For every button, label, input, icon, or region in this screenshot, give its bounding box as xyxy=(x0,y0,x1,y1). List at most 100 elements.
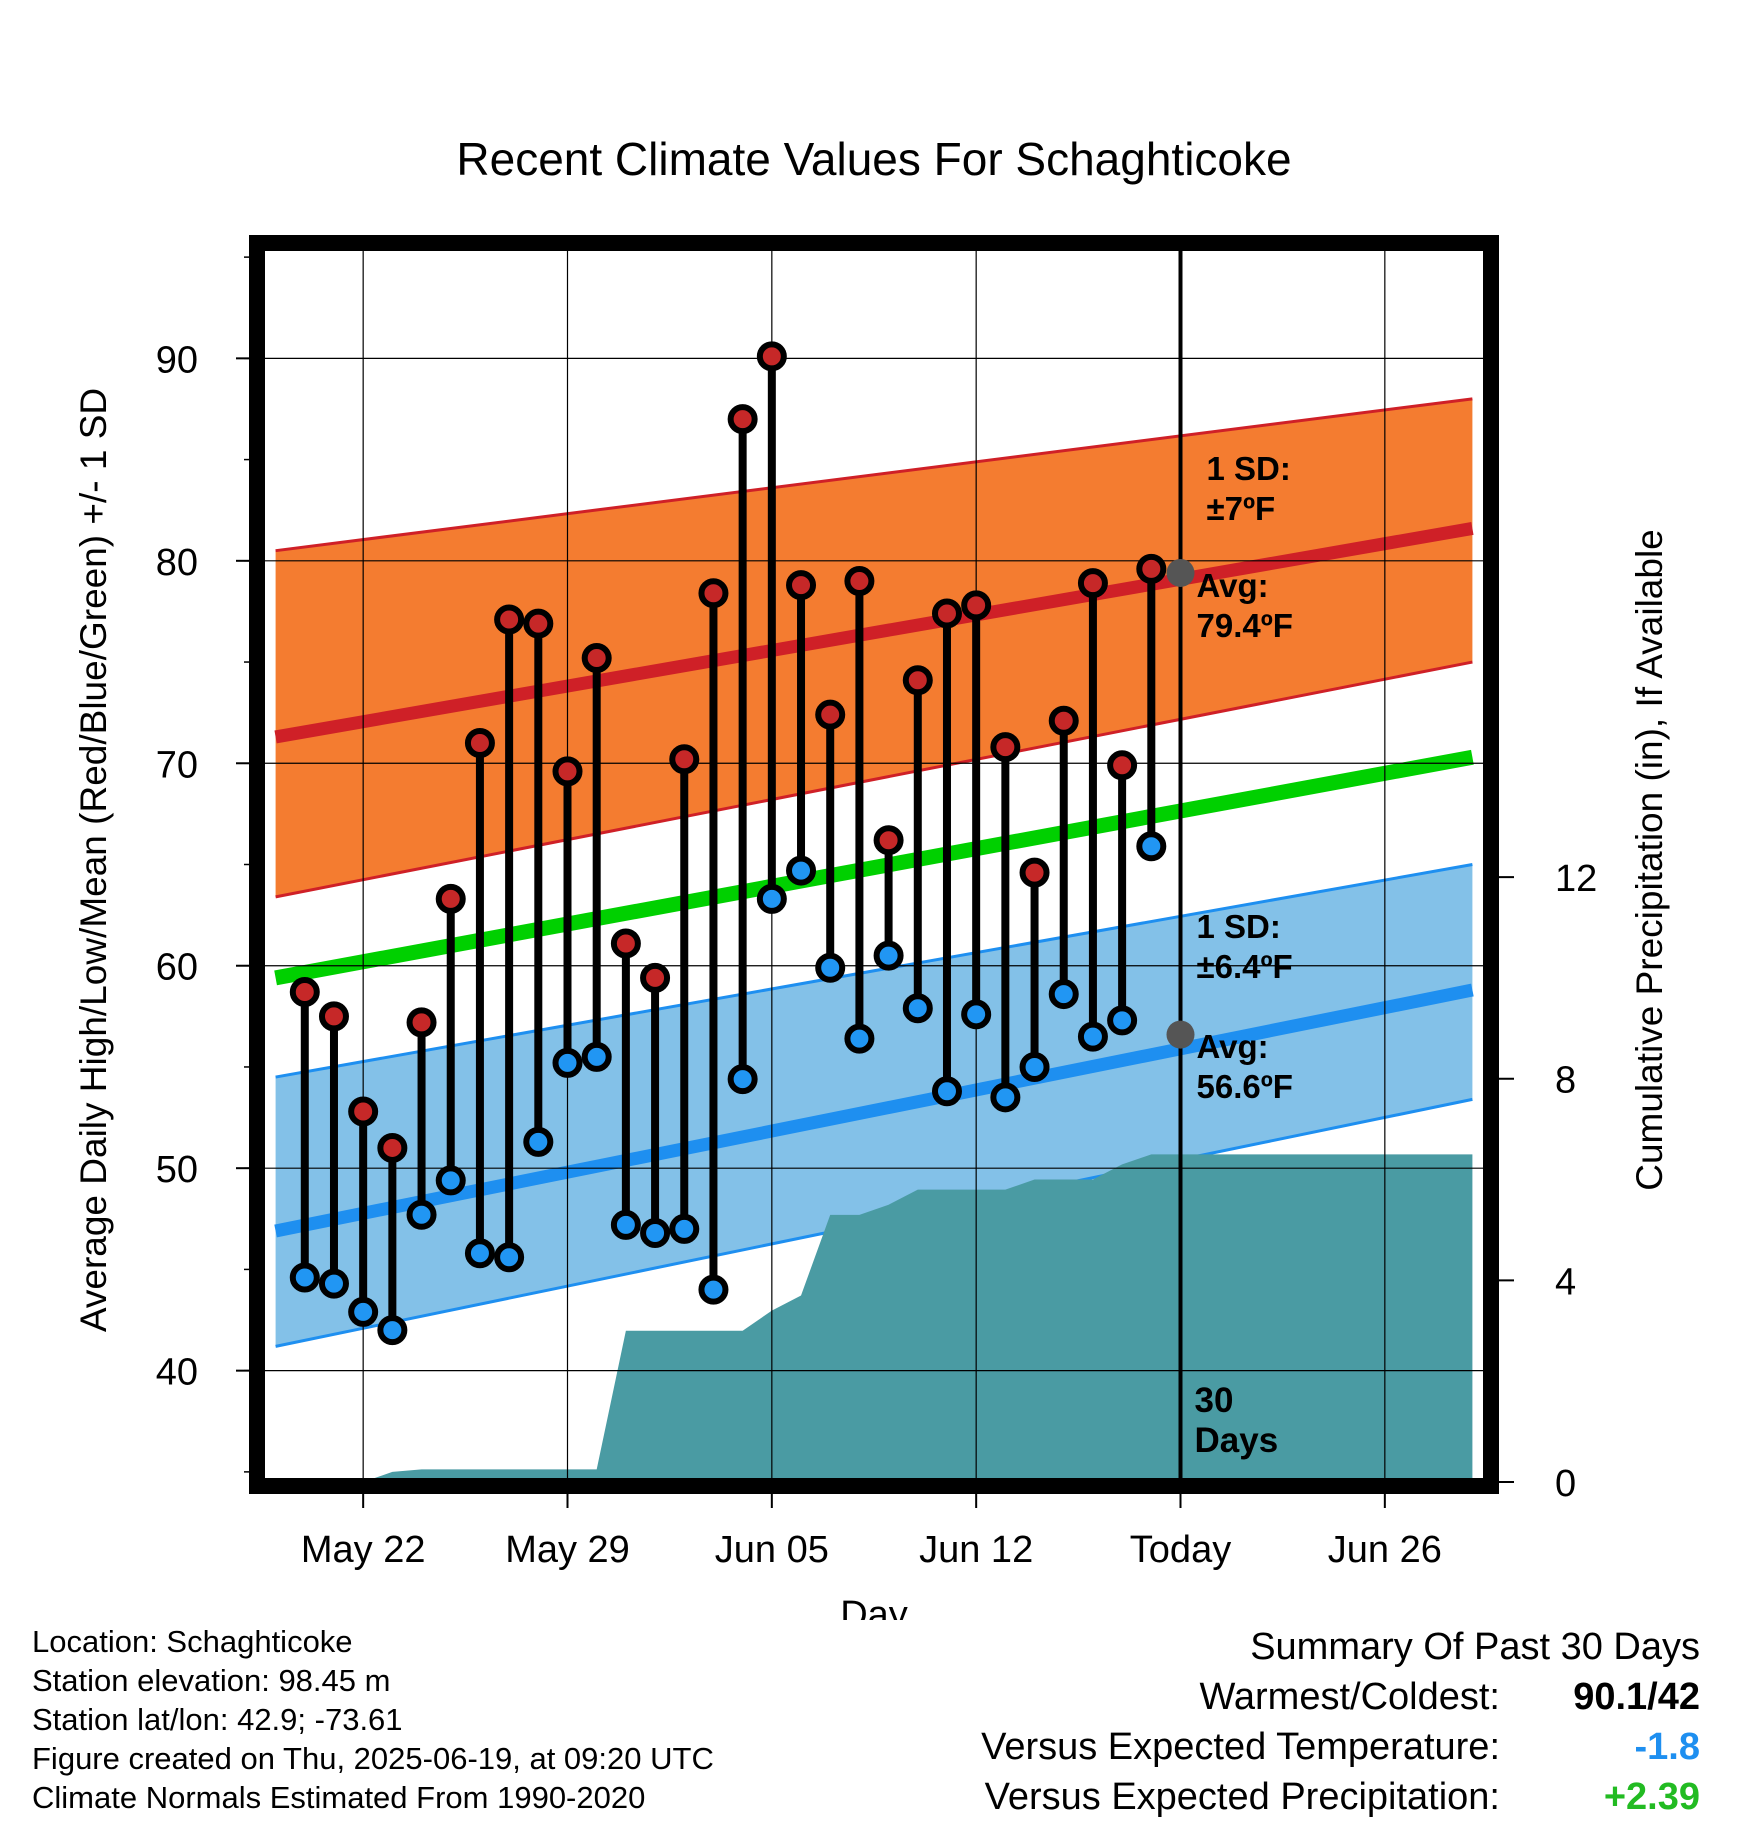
y-tick-label: 90 xyxy=(156,339,198,381)
x-axis-label: Day xyxy=(840,1594,908,1620)
high-marker xyxy=(435,883,466,914)
y2-tick-label: 4 xyxy=(1555,1261,1576,1303)
summary-panel: Summary Of Past 30 Days Warmest/Coldest:… xyxy=(800,1622,1700,1822)
low-marker xyxy=(844,1023,875,1054)
high-marker xyxy=(727,404,758,435)
y2-tick-label: 12 xyxy=(1555,858,1597,900)
low-sd-band-upper-edge xyxy=(275,863,1473,1079)
high-marker xyxy=(990,732,1021,763)
high-marker xyxy=(844,566,875,597)
x-tick-label: May 29 xyxy=(505,1529,630,1571)
y2-axis-label: Cumulative Precipitation (in), If Availa… xyxy=(1629,529,1670,1191)
high-marker xyxy=(786,570,817,601)
high-marker xyxy=(552,756,583,787)
high-marker xyxy=(1136,553,1167,584)
low-marker xyxy=(289,1262,320,1293)
low-marker xyxy=(669,1213,700,1244)
low-marker xyxy=(318,1268,349,1299)
low-marker xyxy=(435,1165,466,1196)
low-marker xyxy=(1019,1051,1050,1082)
high-sd-label: 1 SD: xyxy=(1207,450,1291,487)
high-avg-value: 79.4ºF xyxy=(1197,607,1293,644)
x-tick-label: Jun 05 xyxy=(715,1529,829,1571)
x-tick-label: Jun 26 xyxy=(1328,1529,1442,1571)
created-text: Figure created on Thu, 2025-06-19, at 09… xyxy=(32,1741,714,1776)
high-marker xyxy=(1077,568,1108,599)
high-marker xyxy=(289,977,320,1008)
high-marker xyxy=(669,744,700,775)
low-marker xyxy=(523,1126,554,1157)
high-marker xyxy=(464,728,495,759)
high-marker xyxy=(1048,705,1079,736)
high-marker xyxy=(348,1096,379,1127)
high-marker xyxy=(1107,750,1138,781)
x-tick-label: Jun 12 xyxy=(919,1529,1033,1571)
low-marker xyxy=(786,855,817,886)
low-marker xyxy=(464,1238,495,1269)
y-tick-label: 50 xyxy=(156,1149,198,1191)
low-marker xyxy=(902,993,933,1024)
high-marker xyxy=(698,578,729,609)
high-marker xyxy=(873,825,904,856)
y-tick-label: 80 xyxy=(156,542,198,584)
low-marker xyxy=(377,1315,408,1346)
low-marker xyxy=(1077,1021,1108,1052)
high-marker xyxy=(377,1132,408,1163)
low-marker xyxy=(406,1199,437,1230)
low-marker xyxy=(815,952,846,983)
low-sd-label: 1 SD: xyxy=(1197,908,1281,945)
days-word: Days xyxy=(1195,1421,1279,1460)
high-marker xyxy=(931,598,962,629)
low-marker xyxy=(727,1064,758,1095)
high-marker xyxy=(756,341,787,372)
low-marker xyxy=(1107,1005,1138,1036)
high-avg-line xyxy=(274,522,1474,744)
low-marker xyxy=(756,883,787,914)
y-tick-label: 40 xyxy=(156,1352,198,1394)
precip-value: +2.39 xyxy=(1603,1776,1700,1818)
today-high-avg-marker xyxy=(1166,558,1195,587)
latlon-text: Station lat/lon: 42.9; -73.61 xyxy=(32,1702,403,1737)
warmest-label: Warmest/Coldest: xyxy=(1199,1676,1500,1718)
x-tick-label: Today xyxy=(1130,1529,1231,1571)
high-marker xyxy=(494,604,525,635)
high-marker xyxy=(610,928,641,959)
summary-heading: Summary Of Past 30 Days xyxy=(1250,1626,1700,1668)
low-sd-value: ±6.4ºF xyxy=(1197,948,1293,985)
today-low-avg-marker xyxy=(1166,1020,1195,1049)
low-marker xyxy=(931,1076,962,1107)
y-tick-label: 70 xyxy=(156,744,198,786)
high-marker xyxy=(318,1001,349,1032)
low-marker xyxy=(990,1082,1021,1113)
station-info: Location: Schaghticoke Station elevation… xyxy=(32,1622,714,1817)
low-marker xyxy=(348,1296,379,1327)
low-avg-value: 56.6ºF xyxy=(1197,1068,1293,1105)
high-marker xyxy=(523,608,554,639)
high-marker xyxy=(640,962,671,993)
mean-avg-line xyxy=(274,749,1474,986)
y2-tick-label: 0 xyxy=(1555,1463,1576,1505)
low-marker xyxy=(610,1209,641,1240)
temp-label: Versus Expected Temperature: xyxy=(981,1726,1500,1768)
temp-value: -1.8 xyxy=(1634,1726,1700,1768)
high-marker xyxy=(902,665,933,696)
high-marker xyxy=(406,1007,437,1038)
y-axis-label: Average Daily High/Low/Mean (Red/Blue/Gr… xyxy=(73,388,114,1332)
warmest-value: 90.1/42 xyxy=(1573,1676,1700,1718)
low-marker xyxy=(873,940,904,971)
summary-row-warmest: Warmest/Coldest: 90.1/42 xyxy=(800,1672,1700,1722)
plot-frame xyxy=(249,235,1499,1494)
low-marker xyxy=(581,1041,612,1072)
location-text: Location: Schaghticoke xyxy=(32,1624,353,1659)
chart-title: Recent Climate Values For Schaghticoke xyxy=(456,133,1291,185)
days-number: 30 xyxy=(1195,1381,1234,1420)
high-marker xyxy=(581,642,612,673)
normals-text: Climate Normals Estimated From 1990-2020 xyxy=(32,1780,646,1815)
y2-tick-label: 8 xyxy=(1555,1060,1576,1102)
precip-area xyxy=(275,1154,1473,1482)
high-sd-band-upper-edge xyxy=(275,397,1473,553)
summary-row-temp: Versus Expected Temperature: -1.8 xyxy=(800,1722,1700,1772)
high-marker xyxy=(815,699,846,730)
precip-label: Versus Expected Precipitation: xyxy=(984,1776,1500,1818)
high-sd-value: ±7ºF xyxy=(1207,490,1276,527)
